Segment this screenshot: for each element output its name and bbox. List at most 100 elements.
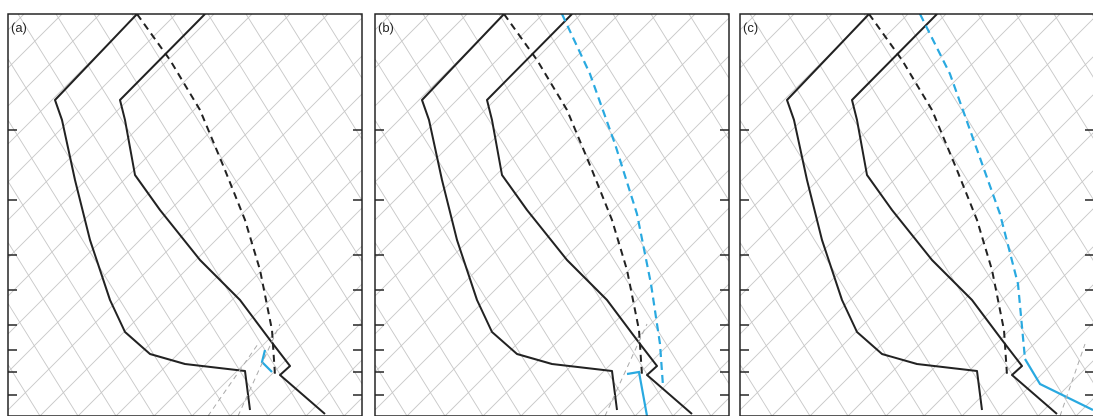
dry-adiabat	[169, 14, 362, 324]
dry-adiabat	[0, 14, 217, 416]
panel-frame	[7, 13, 363, 416]
isotherm	[558, 245, 729, 416]
dry-adiabat	[939, 14, 1093, 261]
dry-adiabat	[8, 363, 41, 416]
isotherm	[458, 14, 860, 416]
isotherm	[375, 14, 430, 69]
dry-adiabat	[650, 14, 729, 141]
panel-frame	[739, 13, 1093, 416]
isotherm	[153, 207, 362, 416]
dry-adiabat	[8, 180, 155, 416]
isotherm	[740, 14, 833, 107]
grid	[180, 14, 1093, 416]
isotherm	[8, 17, 362, 373]
dry-adiabat	[825, 14, 1077, 416]
isotherm	[420, 14, 822, 416]
dry-adiabat	[536, 14, 729, 324]
isotherm	[885, 208, 1093, 416]
isotherm	[999, 322, 1093, 416]
dry-adiabat	[612, 14, 729, 202]
isotherm	[961, 284, 1093, 416]
plot-area	[180, 14, 1093, 416]
isotherm	[8, 14, 291, 297]
overlay-path	[207, 343, 259, 416]
plot-area	[0, 14, 898, 416]
dry-adiabat	[740, 241, 849, 416]
dry-adiabat	[740, 119, 925, 416]
dewpoint-profile	[851, 14, 1058, 415]
isotherm	[740, 18, 1093, 373]
dry-adiabat	[283, 14, 362, 141]
isotherm	[375, 55, 729, 411]
dry-adiabat	[863, 14, 1093, 384]
temperature-profile	[54, 14, 251, 411]
isotherm	[375, 14, 620, 259]
isotherm	[740, 14, 1023, 297]
dewpoint-profile	[119, 14, 326, 415]
isotherm	[740, 14, 1061, 335]
dry-adiabat	[550, 14, 800, 416]
temperature-profile	[421, 14, 618, 411]
isotherm	[8, 14, 63, 69]
dry-adiabat	[180, 14, 430, 416]
dry-adiabat	[740, 180, 887, 416]
dry-adiabat	[8, 58, 231, 416]
dry-adiabat	[422, 14, 674, 416]
dry-adiabat	[375, 180, 522, 416]
dry-adiabat	[131, 14, 362, 385]
isotherm	[740, 56, 1093, 411]
dry-adiabat	[977, 14, 1093, 200]
isotherm	[634, 321, 729, 416]
dry-adiabat	[218, 14, 468, 416]
isotherm	[8, 14, 25, 31]
isotherm	[847, 170, 1093, 416]
parcel-path	[868, 14, 1008, 376]
isotherm	[740, 14, 871, 145]
isotherm	[8, 14, 177, 183]
parcel-path	[136, 14, 276, 376]
dry-adiabat	[740, 302, 811, 416]
dry-adiabat	[460, 14, 712, 416]
isotherm	[771, 94, 1093, 416]
isotherm	[8, 14, 253, 259]
dry-adiabat	[8, 241, 117, 416]
dry-adiabat	[5, 14, 255, 416]
temperature-profile	[786, 14, 983, 411]
isotherm	[77, 131, 362, 416]
isotherm	[444, 131, 729, 416]
isotherm	[305, 359, 362, 416]
isotherm	[496, 14, 898, 416]
isotherm	[375, 14, 392, 31]
dry-adiabat	[0, 14, 2, 416]
isotherm	[749, 14, 1093, 416]
isotherm	[375, 14, 506, 145]
isotherm	[740, 14, 985, 259]
isotherm	[740, 14, 909, 183]
isotherm	[229, 283, 362, 416]
dry-adiabat	[359, 14, 362, 19]
dry-adiabat	[245, 14, 362, 202]
isotherm	[191, 245, 362, 416]
isotherm	[482, 169, 729, 416]
dry-adiabat	[0, 14, 141, 416]
dry-adiabat	[8, 302, 79, 416]
dry-adiabat	[787, 14, 1039, 416]
isotherm	[267, 321, 362, 416]
isotherm	[375, 14, 696, 335]
isotherm	[406, 93, 729, 416]
grid	[0, 14, 898, 416]
overlay-path	[604, 323, 648, 416]
isotherm	[382, 14, 784, 416]
dry-adiabat	[574, 14, 729, 263]
overlay-path	[260, 349, 273, 373]
dry-adiabat	[256, 14, 506, 416]
isotherm	[740, 14, 947, 221]
dry-adiabat	[207, 14, 362, 263]
panel: (a)	[0, 13, 898, 416]
dry-adiabat	[93, 14, 345, 416]
isotherm	[1075, 398, 1093, 416]
isotherm	[740, 14, 795, 69]
isotherm	[8, 14, 139, 145]
